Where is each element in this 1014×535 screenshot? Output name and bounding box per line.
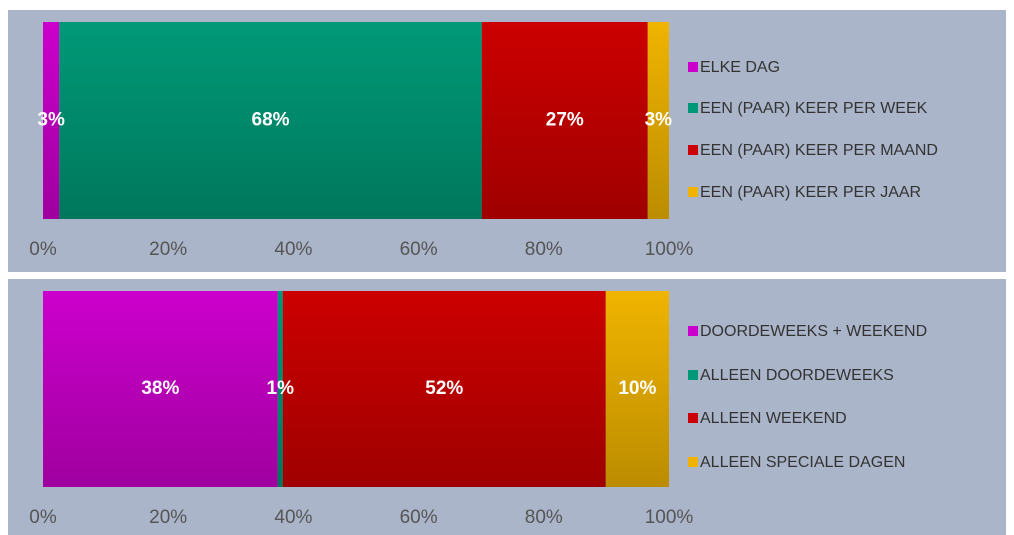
x-tick-label: 0% <box>29 239 57 260</box>
legend-label: ALLEEN SPECIALE DAGEN <box>700 454 905 471</box>
legend-label: ELKE DAG <box>700 59 780 76</box>
legend-label: EEN (PAAR) KEER PER WEEK <box>700 100 928 117</box>
legend-swatch <box>688 187 698 197</box>
legend-swatch <box>688 62 698 72</box>
x-tick-label: 20% <box>149 507 187 528</box>
x-tick-label: 80% <box>525 507 563 528</box>
legend-swatch <box>688 326 698 336</box>
legend-label: ALLEEN DOORDEWEEKS <box>700 367 894 384</box>
data-label: 27% <box>546 110 584 131</box>
x-tick-label: 40% <box>274 507 312 528</box>
x-tick-label: 40% <box>274 239 312 260</box>
x-tick-label: 60% <box>400 239 438 260</box>
x-tick-label: 60% <box>400 507 438 528</box>
data-label: 38% <box>141 378 179 399</box>
legend-swatch <box>688 145 698 155</box>
data-label: 52% <box>425 378 463 399</box>
x-tick-label: 20% <box>149 239 187 260</box>
data-label: 3% <box>37 110 65 131</box>
data-label: 3% <box>645 110 673 131</box>
legend-swatch <box>688 103 698 113</box>
legend-swatch <box>688 457 698 467</box>
legend-label: EEN (PAAR) KEER PER JAAR <box>700 184 921 201</box>
legend-label: DOORDEWEEKS + WEEKEND <box>700 323 927 340</box>
legend-label: EEN (PAAR) KEER PER MAAND <box>700 142 938 159</box>
data-label: 1% <box>267 378 295 399</box>
legend-swatch <box>688 413 698 423</box>
legend-label: ALLEEN WEEKEND <box>700 410 847 427</box>
data-label: 68% <box>252 110 290 131</box>
x-tick-label: 100% <box>645 507 694 528</box>
legend-swatch <box>688 370 698 380</box>
data-label: 10% <box>618 378 656 399</box>
x-tick-label: 100% <box>645 239 694 260</box>
x-tick-label: 80% <box>525 239 563 260</box>
x-tick-label: 0% <box>29 507 57 528</box>
